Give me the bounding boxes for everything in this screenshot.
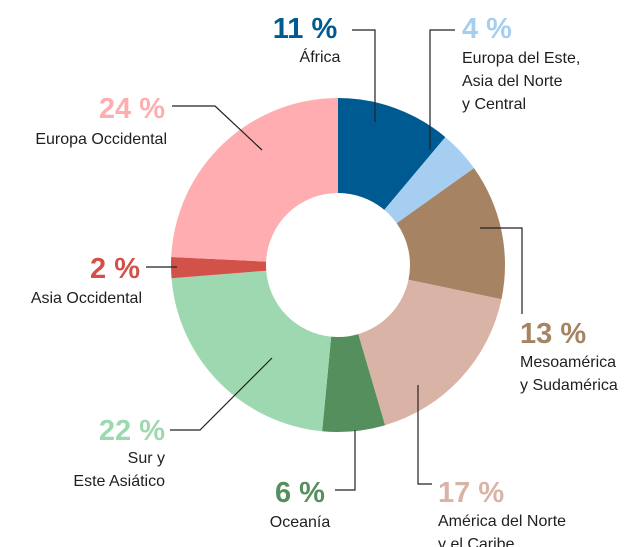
category-label: Sur y Este Asiático [73, 450, 165, 490]
leader-line [429, 29, 455, 150]
slice [338, 98, 446, 210]
value-label: 17 % [438, 477, 504, 509]
value-label: 11 % [273, 13, 338, 45]
value-label: 2 % [90, 253, 140, 285]
value-label: 24 % [99, 93, 165, 125]
slice [171, 270, 332, 432]
category-line: Europa Occidental [35, 131, 167, 148]
category-label: América del Norte y el Caribe [438, 513, 566, 547]
category-label: Oceanía [270, 514, 331, 531]
category-line: Asia del Norte [462, 73, 563, 90]
slice [171, 257, 267, 279]
slice [384, 137, 475, 224]
category-label: Asia Occidental [31, 290, 142, 307]
slice [358, 279, 502, 426]
value-label: 4 % [462, 13, 512, 45]
category-line: Asia Occidental [31, 290, 142, 307]
leader-line [172, 105, 263, 151]
leader-line [335, 430, 356, 491]
category-label: África [300, 47, 341, 66]
category-label: Mesoamérica y Sudamérica [520, 354, 618, 394]
slice [396, 168, 506, 300]
leader-line [480, 227, 523, 314]
category-line: y el Caribe [438, 536, 515, 547]
category-label: Europa Occidental [35, 131, 167, 148]
category-line: y Sudamérica [520, 377, 618, 394]
value-label: 6 % [275, 477, 325, 509]
leader-line [352, 29, 376, 122]
slice [171, 98, 338, 262]
value-label: 13 % [520, 318, 586, 350]
category-line: América del Norte [438, 513, 566, 530]
category-line: África [300, 47, 341, 66]
category-label: Europa del Este, Asia del Norte y Central [462, 50, 580, 113]
category-line: Sur y [128, 450, 165, 467]
category-line: Oceanía [270, 514, 331, 531]
value-label: 22 % [99, 415, 165, 447]
category-line: Mesoamérica [520, 354, 616, 371]
slice [322, 334, 386, 432]
category-line: Europa del Este, [462, 50, 580, 67]
category-line: y Central [462, 96, 526, 113]
category-line: Este Asiático [73, 473, 165, 490]
leader-line [417, 385, 432, 485]
leader-line [170, 357, 273, 431]
